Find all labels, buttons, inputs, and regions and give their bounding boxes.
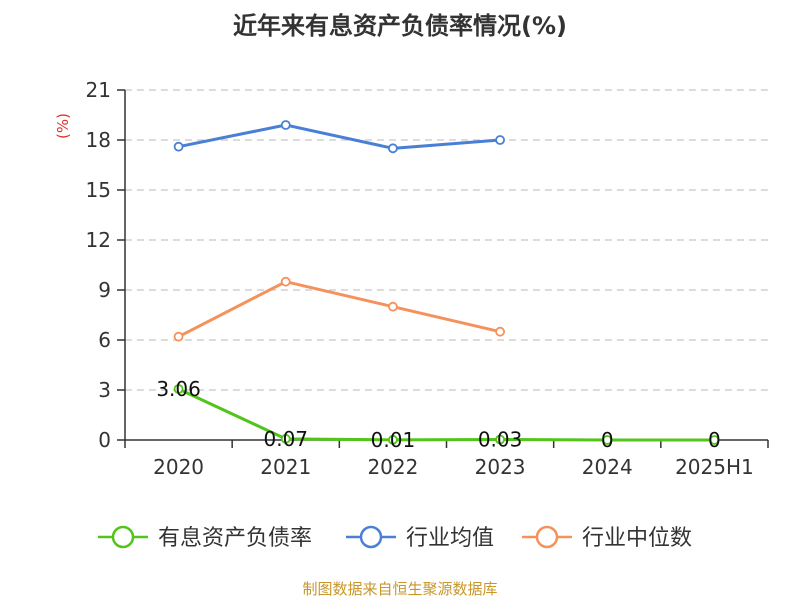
series-line-2 xyxy=(177,280,501,339)
legend-label: 有息资产负债率 xyxy=(158,526,312,551)
series-point xyxy=(173,141,184,152)
data-label: 3.06 xyxy=(156,377,201,401)
y-tick-label: 18 xyxy=(86,128,111,152)
legend: 有息资产负债率 行业均值 行业中位数 xyxy=(98,525,692,551)
legend-marker xyxy=(359,525,383,549)
x-tick-label: 2024 xyxy=(582,455,633,479)
legend-marker xyxy=(535,525,559,549)
series-group xyxy=(173,120,720,445)
data-label: 0.03 xyxy=(478,428,523,452)
series-point xyxy=(173,331,184,342)
legend-marker xyxy=(111,525,135,549)
data-label: 0 xyxy=(708,428,721,452)
series-line-0 xyxy=(177,387,715,442)
x-tick-labels: 2020 2021 2022 2023 2024 2025H1 xyxy=(153,455,754,479)
y-tick-label: 9 xyxy=(98,278,111,302)
x-tick-label: 2022 xyxy=(367,455,418,479)
data-label: 0.07 xyxy=(263,427,308,451)
y-tick-label: 21 xyxy=(86,78,111,102)
series-point xyxy=(173,384,184,394)
x-tick-label: 2021 xyxy=(260,455,311,479)
source-note: 制图数据来自恒生聚源数据库 xyxy=(302,580,497,598)
x-tick-label: 2025H1 xyxy=(675,455,754,479)
series-point xyxy=(495,434,505,445)
data-labels: 3.06 0.07 0.01 0.03 0 0 xyxy=(156,377,720,452)
y-tick-label: 12 xyxy=(86,228,111,252)
y-tick-label: 3 xyxy=(98,378,111,402)
series-point xyxy=(495,135,505,145)
chart-title: 近年来有息资产负债率情况(%) xyxy=(233,12,567,40)
series-point xyxy=(280,433,291,444)
x-tick-label: 2020 xyxy=(153,455,204,479)
y-tick-label: 6 xyxy=(98,328,111,352)
series-point xyxy=(388,434,398,445)
series-point xyxy=(709,435,720,445)
series-point xyxy=(388,301,398,312)
series-point xyxy=(602,435,613,445)
x-tick-label: 2023 xyxy=(475,455,526,479)
data-label: 0.01 xyxy=(371,428,416,452)
series-point xyxy=(280,120,291,130)
y-tick-label: 15 xyxy=(86,178,111,202)
data-label: 0 xyxy=(601,428,614,452)
series-line-1 xyxy=(178,123,501,150)
grid-lines xyxy=(125,89,768,391)
series-point xyxy=(280,276,291,287)
legend-label: 行业均值 xyxy=(406,526,494,551)
y-axis-unit: (%) xyxy=(54,113,72,139)
series-point xyxy=(388,143,398,154)
y-tick-labels: 0 3 6 9 12 15 18 21 xyxy=(86,78,111,452)
legend-label: 行业中位数 xyxy=(582,526,692,551)
series-point xyxy=(495,326,505,337)
y-tick-label: 0 xyxy=(98,428,111,452)
